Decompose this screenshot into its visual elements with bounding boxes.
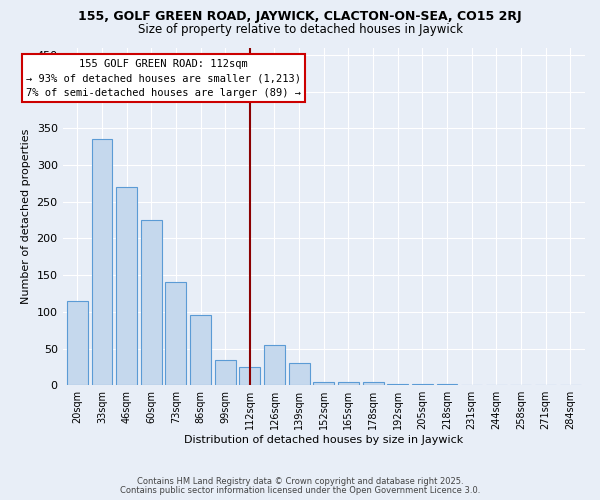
Bar: [338, 382, 359, 385]
Bar: [387, 384, 408, 385]
Bar: [166, 282, 187, 385]
Bar: [92, 140, 112, 385]
Bar: [412, 384, 433, 385]
Text: 155, GOLF GREEN ROAD, JAYWICK, CLACTON-ON-SEA, CO15 2RJ: 155, GOLF GREEN ROAD, JAYWICK, CLACTON-O…: [78, 10, 522, 23]
Bar: [289, 363, 310, 385]
Bar: [313, 382, 334, 385]
Text: Contains public sector information licensed under the Open Government Licence 3.: Contains public sector information licen…: [120, 486, 480, 495]
Bar: [116, 187, 137, 385]
Text: Size of property relative to detached houses in Jaywick: Size of property relative to detached ho…: [137, 22, 463, 36]
Bar: [67, 301, 88, 385]
X-axis label: Distribution of detached houses by size in Jaywick: Distribution of detached houses by size …: [184, 435, 463, 445]
Bar: [264, 345, 285, 385]
Y-axis label: Number of detached properties: Number of detached properties: [21, 128, 31, 304]
Bar: [362, 382, 383, 385]
Bar: [141, 220, 162, 385]
Bar: [239, 367, 260, 385]
Text: Contains HM Land Registry data © Crown copyright and database right 2025.: Contains HM Land Registry data © Crown c…: [137, 477, 463, 486]
Bar: [190, 316, 211, 385]
Bar: [437, 384, 457, 385]
Bar: [215, 360, 236, 385]
Text: 155 GOLF GREEN ROAD: 112sqm
→ 93% of detached houses are smaller (1,213)
7% of s: 155 GOLF GREEN ROAD: 112sqm → 93% of det…: [26, 58, 301, 98]
